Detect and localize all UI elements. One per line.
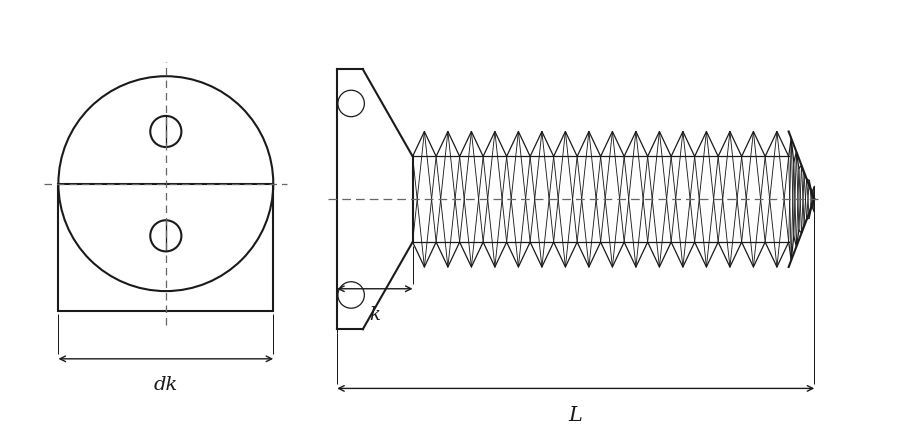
Text: dk: dk: [154, 376, 178, 394]
Text: k: k: [369, 306, 381, 324]
Text: L: L: [569, 406, 582, 425]
